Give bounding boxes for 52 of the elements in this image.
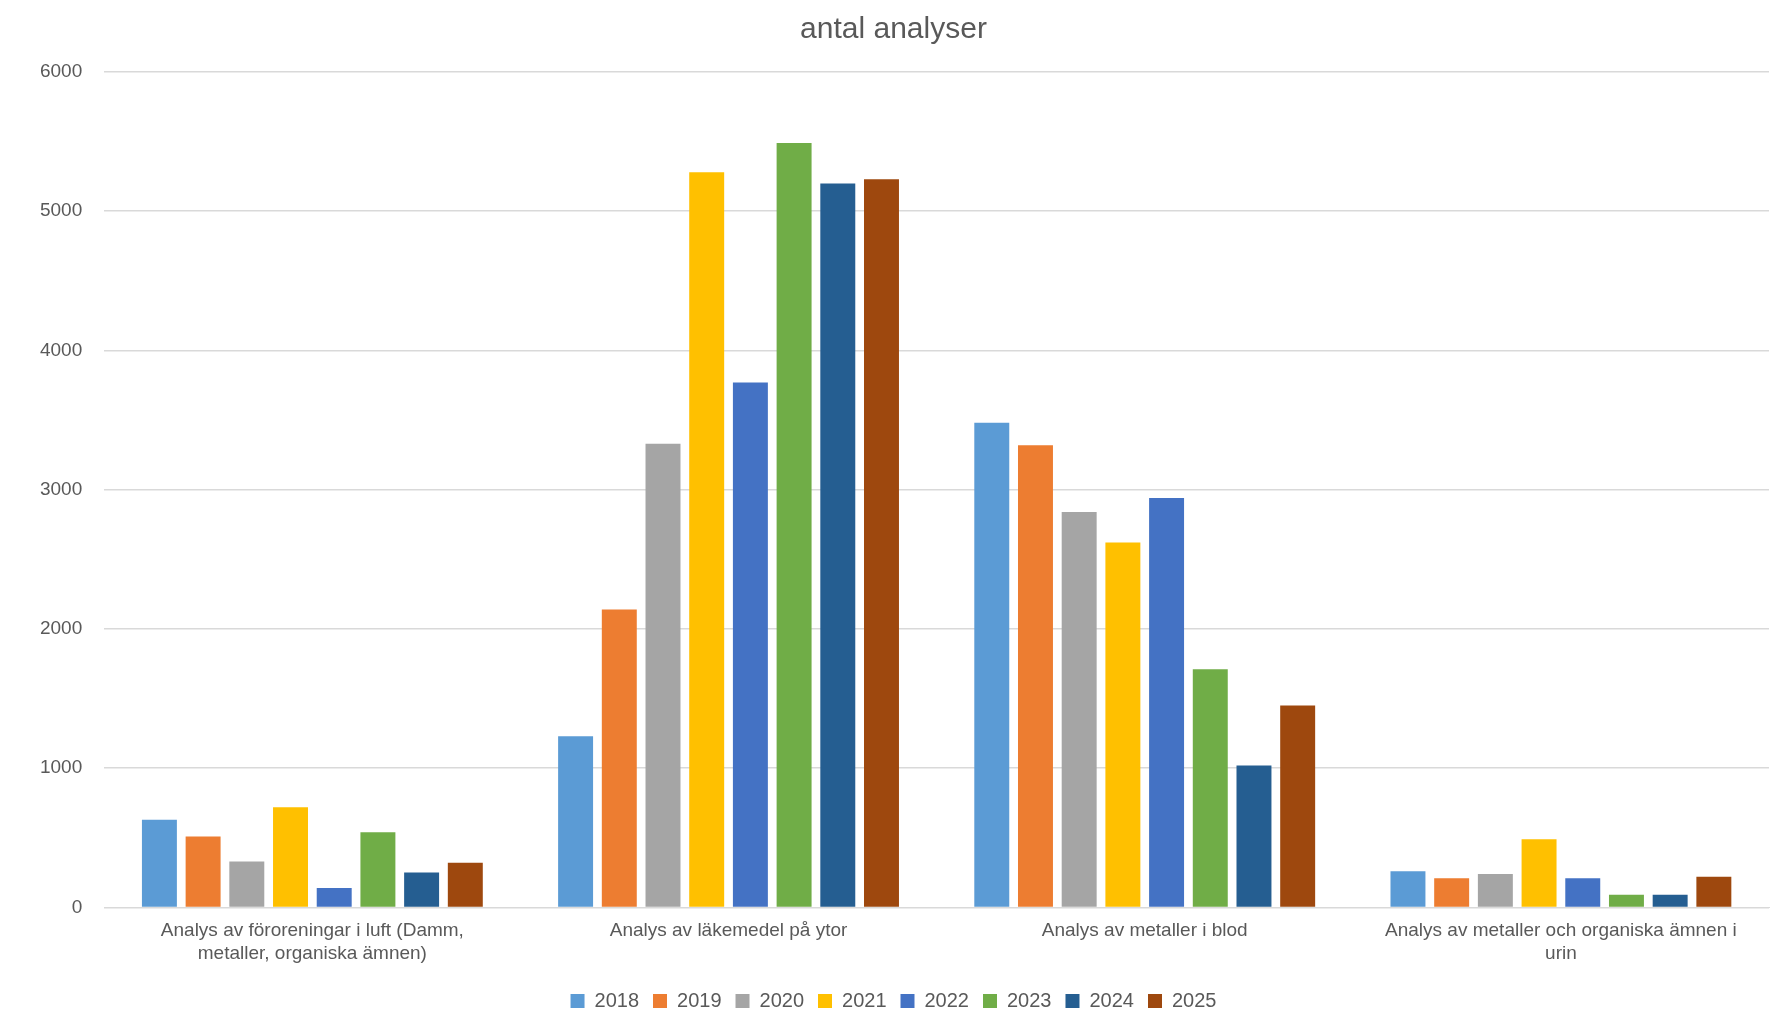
y-tick-label: 3000 [39,477,83,499]
bar [776,143,812,907]
bar [820,183,856,907]
bar [404,872,440,907]
chart-title: antal analyser [800,11,987,45]
legend-label: 2023 [1006,988,1052,1011]
bar [732,382,768,907]
bar [1018,445,1053,907]
y-tick-label: 2000 [39,617,83,639]
y-tick-label: 6000 [39,60,83,82]
bar [1652,894,1688,907]
bar [316,887,352,907]
bar [447,862,483,907]
legend-label: 2022 [924,988,969,1011]
bar [1192,669,1228,907]
bar [229,861,265,907]
bar [1390,871,1426,907]
bar [141,819,177,907]
y-tick-label: 5000 [39,199,83,221]
legend-label: 2024 [1089,988,1134,1011]
bar [1149,498,1185,907]
legend-label: 2019 [677,988,722,1011]
x-tick-label: Analys av föroreningar i luft (Damm, metaller, organiska ämnen) [160,919,464,963]
bar [974,422,1010,907]
bar [558,736,594,907]
bar [1521,839,1557,907]
bar [1280,705,1316,907]
bar [1236,765,1272,907]
bar [1061,511,1097,907]
bar [645,443,681,907]
bar [601,609,637,907]
legend-label: 2018 [594,988,640,1011]
y-tick-label: 0 [71,895,83,917]
x-tick-label: Analys av metaller och organiska ämnen i urin [1385,919,1737,963]
y-tick-label: 4000 [39,338,83,360]
bar [1565,878,1601,907]
bar [864,179,899,907]
bar [689,172,725,907]
x-tick-label: Analys av läkemedel på ytor [609,919,849,941]
bar [185,836,221,907]
bar [1696,876,1732,907]
x-tick-label: Analys av metaller i blod [1041,919,1248,941]
y-tick-label: 1000 [39,756,83,778]
legend-label: 2021 [842,988,887,1011]
bar [1434,878,1470,907]
legend-label: 2020 [759,988,805,1011]
bar [273,807,308,907]
bar [1477,873,1513,907]
bar [1608,894,1644,907]
legend-label: 2025 [1171,988,1217,1011]
bar [1105,542,1141,907]
bar [360,832,396,907]
